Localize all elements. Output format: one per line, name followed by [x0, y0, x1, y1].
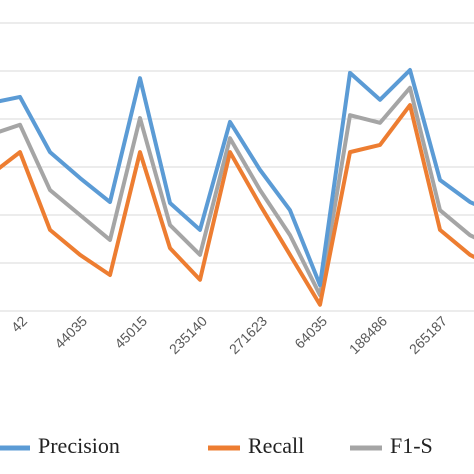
legend-label: F1-S	[390, 433, 433, 458]
x-tick-label: 64035	[291, 313, 330, 352]
x-tick-label: 265187	[406, 313, 450, 357]
series-line	[0, 85, 474, 298]
x-tick-label: 235140	[166, 313, 210, 357]
x-tick-label: 45015	[111, 313, 150, 352]
legend-label: Recall	[248, 433, 304, 458]
x-tick-label: 271623	[226, 313, 270, 357]
legend-label: Precision	[38, 433, 120, 458]
x-tick-label: 42	[8, 313, 30, 335]
series-line	[0, 68, 474, 288]
x-tick-label: 44035	[51, 313, 90, 352]
x-tick-label: 188486	[346, 313, 390, 357]
series-line	[0, 103, 474, 307]
